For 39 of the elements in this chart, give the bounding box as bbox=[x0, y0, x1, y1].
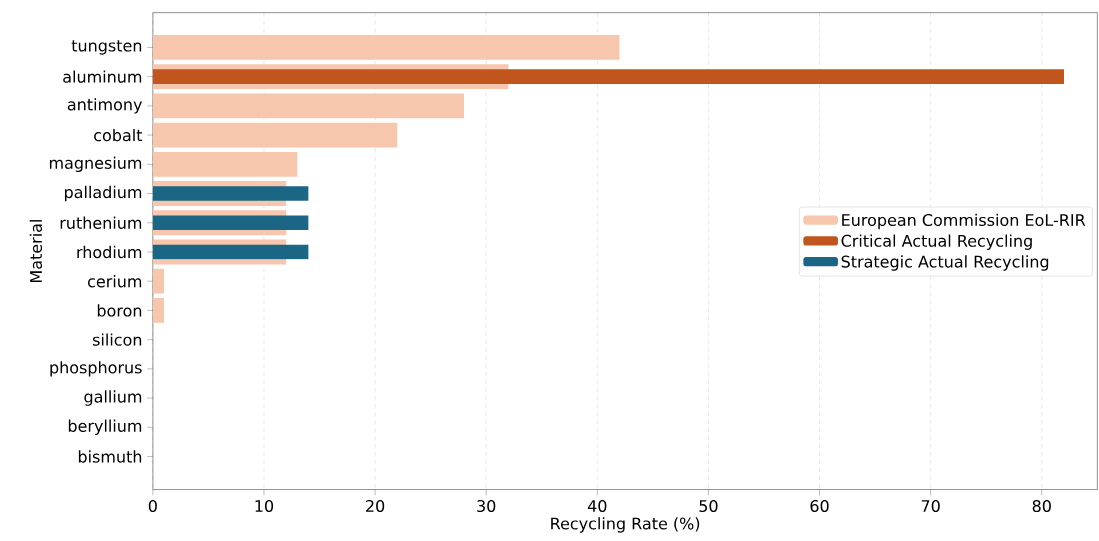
y-tick-label: ruthenium bbox=[60, 216, 142, 230]
x-tick-label: 10 bbox=[255, 500, 274, 513]
legend-label: Strategic Actual Recycling bbox=[841, 255, 1049, 272]
x-tick-label: 40 bbox=[587, 500, 607, 513]
y-tick-label: beryllium bbox=[68, 419, 142, 436]
x-tick-label: 80 bbox=[1032, 500, 1051, 513]
y-tick-label: magnesium bbox=[49, 156, 142, 173]
bar bbox=[152, 69, 1064, 85]
legend-label: European Commission EoL-RIR bbox=[842, 213, 1086, 230]
y-tick-label: bismuth bbox=[78, 450, 142, 463]
y-tick-label: silicon bbox=[92, 333, 142, 347]
bar bbox=[152, 122, 398, 148]
y-tick-label: cobalt bbox=[94, 129, 143, 142]
y-tick-label: cerium bbox=[88, 275, 142, 288]
y-tick-label: rhodium bbox=[77, 246, 142, 259]
bar bbox=[152, 35, 620, 61]
legend-label: Critical Actual Recycling bbox=[841, 234, 1032, 251]
y-tick-label: antimony bbox=[67, 98, 142, 114]
y-tick-label: phosphorus bbox=[50, 361, 142, 377]
x-tick-label: 30 bbox=[477, 500, 496, 513]
bar bbox=[152, 298, 164, 324]
y-tick-label: tungsten bbox=[71, 40, 142, 55]
bar bbox=[152, 244, 309, 260]
x-tick-label: 70 bbox=[921, 500, 940, 513]
bar bbox=[152, 93, 464, 119]
x-tick-label: 20 bbox=[366, 500, 385, 513]
bar bbox=[152, 215, 309, 231]
x-tick-label: 60 bbox=[810, 500, 829, 513]
y-axis-title: Material bbox=[29, 220, 43, 283]
y-tick-label: palladium bbox=[65, 186, 142, 202]
y-tick-label: boron bbox=[97, 304, 142, 317]
x-axis-title: Recycling Rate (%) bbox=[551, 517, 700, 533]
x-tick-label: 0 bbox=[148, 500, 157, 513]
x-tick-label: 50 bbox=[699, 500, 718, 513]
bar bbox=[152, 152, 298, 177]
y-tick-label: aluminum bbox=[63, 70, 142, 84]
bar bbox=[152, 269, 164, 294]
bar bbox=[152, 186, 309, 202]
y-tick-label: gallium bbox=[84, 390, 142, 407]
